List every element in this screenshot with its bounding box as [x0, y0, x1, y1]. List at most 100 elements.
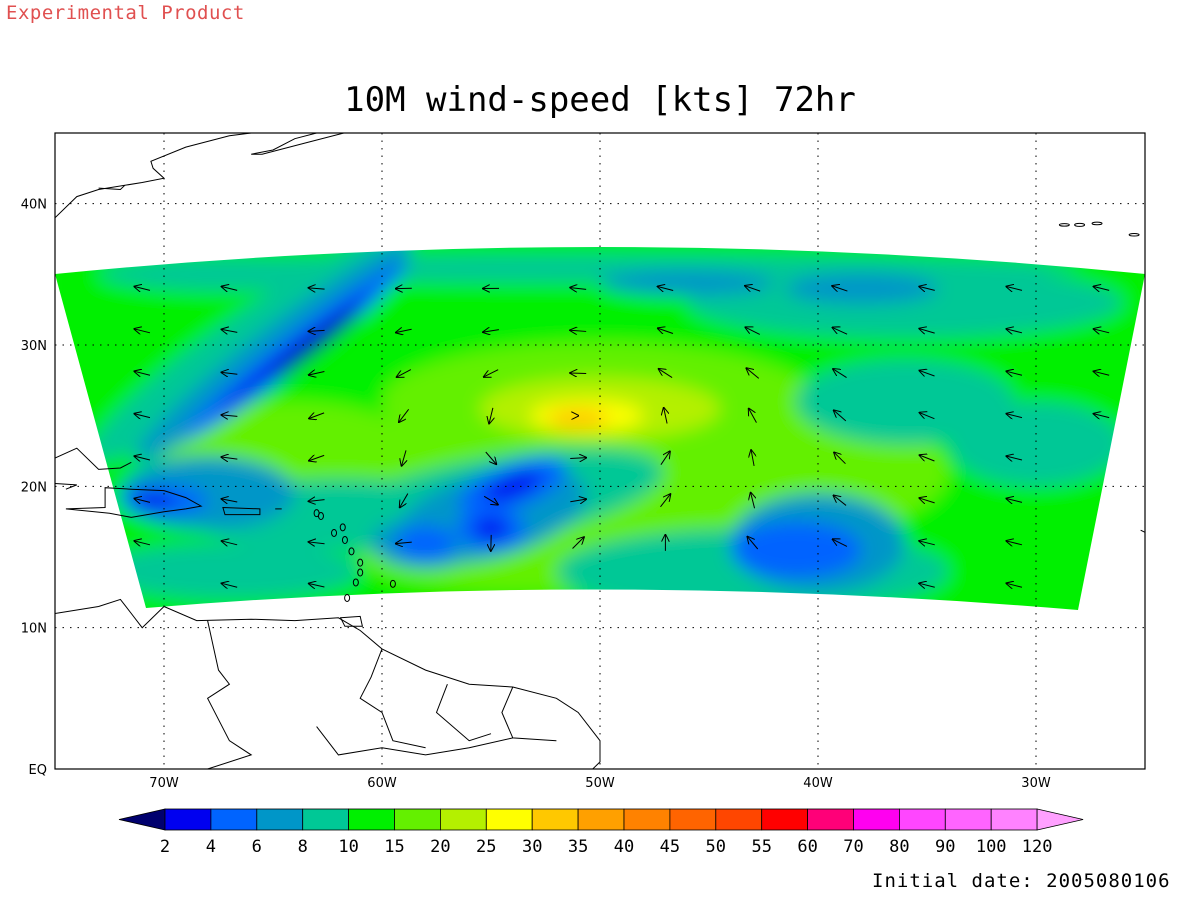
colorbar-label: 8: [298, 837, 308, 857]
speed-contour: [730, 521, 862, 579]
colorbar-label: 35: [568, 837, 588, 857]
colorbar-cell: [394, 808, 441, 831]
cuba-tip: [55, 483, 77, 490]
border-colombia-venezuela: [206, 620, 253, 769]
wind-arrow: [397, 369, 412, 378]
colorbar-label: 2: [160, 837, 170, 857]
colorbar-label: 90: [935, 837, 955, 857]
wind-arrow: [920, 455, 935, 462]
wind-arrow: [309, 288, 325, 289]
wind-arrow: [484, 369, 499, 377]
wind-arrow: [1094, 371, 1110, 375]
colorbar-label: 15: [384, 837, 404, 857]
wind-arrow: [489, 407, 493, 424]
wind-arrow: [834, 410, 847, 422]
colorbar-label: 60: [797, 837, 817, 857]
colorbar-cell: [256, 808, 304, 831]
wind-arrow: [222, 287, 238, 291]
wind-arrow: [1006, 371, 1023, 375]
wind-arrow: [572, 537, 584, 549]
lesser-antilles-island: [389, 579, 396, 588]
colorbar-label: 40: [614, 837, 634, 857]
wind-arrow: [745, 286, 761, 291]
wind-arrow: [400, 493, 409, 508]
wind-arrow: [1094, 414, 1110, 418]
wind-arrow: [309, 372, 325, 376]
north-america-coast: [55, 133, 275, 219]
wind-arrow: [134, 499, 151, 503]
latitude-tick-label: 10N: [21, 622, 47, 637]
colorbar-cell: [485, 808, 533, 831]
wind-arrow: [221, 372, 238, 374]
wind-arrow: [919, 371, 935, 376]
colorbar-cell: [715, 808, 763, 831]
colorbar-label: 30: [522, 837, 542, 857]
latitude-tick-label: 30N: [21, 339, 47, 354]
wind-arrow: [658, 328, 674, 333]
longitude-tick-label: 70W: [149, 776, 179, 791]
map-frame: [54, 132, 1146, 770]
colorbar-cell: [761, 808, 809, 831]
colorbar-cell: [302, 808, 350, 831]
colorbar-label: 120: [1022, 837, 1053, 857]
colorbar-label: 25: [476, 837, 496, 857]
colorbar-label: 70: [843, 837, 863, 857]
nova-scotia: [251, 133, 346, 155]
colorbar-cell: [669, 808, 717, 831]
colorbar-label: 20: [430, 837, 450, 857]
wind-arrow: [396, 329, 412, 332]
wind-arrow: [833, 328, 848, 335]
wind-arrow: [834, 452, 846, 465]
longitude-tick-label: 50W: [585, 776, 615, 791]
colorbar: 2 4 6 8 10 15 20 25 30 35 40 45 50 55 60 70 80 90 100 120: [118, 808, 1084, 857]
wind-arrow: [920, 413, 935, 420]
colorbar-cell: [210, 808, 258, 831]
lesser-antilles-island: [352, 578, 359, 587]
colorbar-high-end: [1036, 808, 1084, 831]
wind-arrow: [222, 499, 238, 502]
wind-arrow: [833, 539, 848, 547]
wind-arrow: [1006, 414, 1023, 418]
wind-arrow: [1006, 583, 1023, 587]
wind-arrow: [919, 498, 935, 503]
lesser-antilles-island: [317, 512, 324, 521]
speed-contour: [785, 272, 938, 305]
wind-arrow: [309, 455, 325, 460]
wind-arrow: [134, 456, 151, 460]
wind-arrow: [222, 583, 238, 587]
wind-arrow: [746, 368, 760, 379]
wind-arrow: [570, 499, 586, 502]
wind-arrow: [919, 541, 935, 545]
experimental-product-label: Experimental Product: [6, 2, 245, 24]
border-suriname-guiana: [501, 686, 557, 742]
wind-arrow: [222, 541, 238, 545]
border-guyana-suriname: [435, 684, 492, 742]
wind-arrow: [134, 541, 151, 545]
bahamas-north: [1, 395, 23, 416]
lesser-antilles-island: [357, 558, 364, 567]
wind-arrow: [485, 451, 496, 464]
coastlines: [1, 133, 1145, 769]
lesser-antilles-island: [348, 547, 355, 556]
wind-arrow: [834, 495, 847, 506]
wind-arrow: [1006, 456, 1023, 460]
puerto-rico: [222, 506, 261, 516]
hispaniola: [65, 487, 203, 518]
wind-arrow: [309, 584, 325, 588]
latitude-tick-label: 20N: [21, 480, 47, 495]
map-title: 10M wind-speed [kts] 72hr: [344, 80, 856, 120]
wind-arrow: [399, 409, 410, 422]
wind-arrow: [134, 371, 151, 375]
wind-arrow: [309, 542, 325, 544]
wind-arrow: [745, 327, 761, 335]
wind-arrow: [570, 288, 587, 290]
wind-arrow: [664, 408, 667, 424]
azores-island: [1128, 232, 1140, 237]
colorbar-low-end: [118, 808, 166, 831]
azores-island: [1058, 223, 1070, 227]
wind-vectors: [134, 286, 1110, 588]
wind-arrow: [1006, 541, 1023, 545]
colorbar-cell: [623, 808, 671, 831]
wind-arrow: [483, 330, 499, 333]
wind-arrow: [309, 330, 325, 331]
